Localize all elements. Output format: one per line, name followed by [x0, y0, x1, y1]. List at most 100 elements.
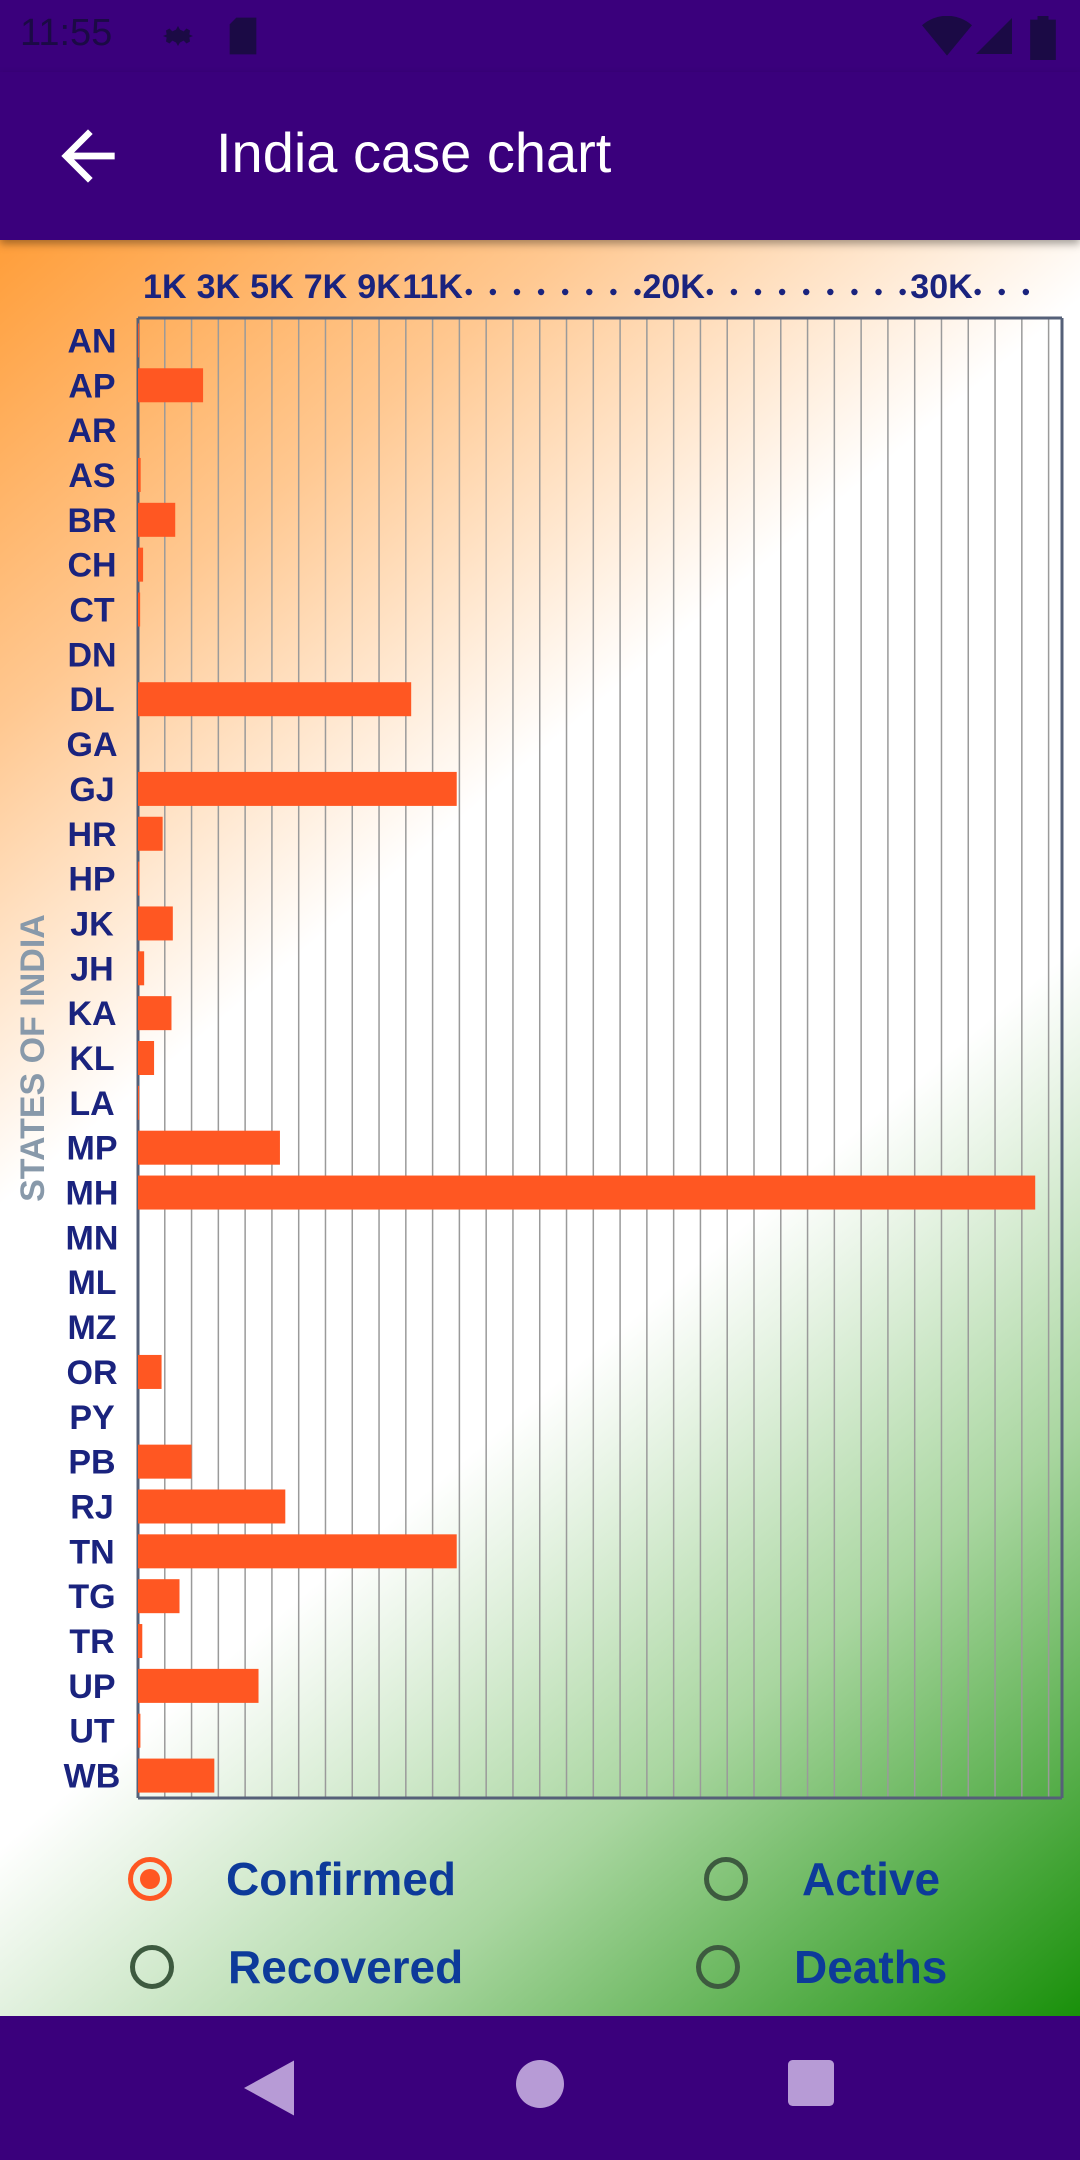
y-tick-label: MZ — [67, 1309, 116, 1347]
y-tick-label: AS — [68, 457, 115, 495]
bar-ap — [138, 368, 204, 403]
x-tick-label: 9K — [357, 268, 401, 306]
legend-label-recovered: Recovered — [228, 1941, 464, 1993]
signal-icon — [976, 18, 1012, 54]
bar-ch — [138, 547, 144, 582]
radio-active[interactable] — [704, 1857, 748, 1901]
bar-hr — [138, 816, 163, 851]
bar-up — [138, 1668, 259, 1703]
chart-content: 1K 3K 5K 7K 9K 11K 20K 30K STATES OF INDIA AN AP AR… — [0, 240, 1080, 2016]
y-tick-label: AP — [68, 367, 115, 405]
bar-dl — [138, 682, 412, 717]
x-tick-dot — [537, 288, 545, 296]
y-tick-label: UP — [68, 1668, 115, 1706]
y-tick-label: PB — [68, 1444, 115, 1482]
y-tick-label: UT — [69, 1713, 115, 1751]
y-tick-label: JK — [70, 905, 114, 943]
y-tick-label: KA — [67, 995, 116, 1033]
x-tick-label: 20K — [642, 268, 705, 306]
y-tick-label: LA — [69, 1085, 114, 1123]
legend-label-deaths: Deaths — [794, 1941, 948, 1993]
x-tick-label: 7K — [304, 268, 348, 306]
wifi-icon — [922, 16, 972, 56]
x-tick-label: 3K — [197, 268, 241, 306]
legend-option-deaths[interactable]: Deaths — [696, 1940, 947, 1994]
radio-confirmed[interactable] — [128, 1857, 172, 1901]
bar-ka — [138, 996, 172, 1031]
legend-label-active: Active — [802, 1853, 941, 1905]
y-tick-label: GA — [67, 726, 118, 764]
x-tick-label: 1K — [143, 268, 187, 306]
navigation-bar — [0, 2016, 1080, 2160]
x-tick-dot — [974, 288, 981, 296]
x-tick-dot — [1022, 288, 1030, 296]
x-tick-dot — [561, 288, 569, 296]
bar-pb — [138, 1444, 192, 1479]
gear-icon — [163, 26, 193, 46]
bar-mh — [138, 1175, 1036, 1210]
nav-recents-icon[interactable] — [788, 2060, 834, 2106]
y-tick-label: WB — [64, 1758, 121, 1796]
bar-ct — [138, 592, 141, 627]
nav-home-icon[interactable] — [516, 2060, 564, 2108]
bar-jk — [138, 906, 173, 941]
y-tick-label: PY — [69, 1399, 115, 1437]
y-tick-label: TR — [69, 1623, 114, 1661]
bar-hp — [138, 861, 140, 896]
arrow-back-icon[interactable] — [48, 116, 128, 196]
x-tick-dot — [513, 288, 521, 296]
legend-option-confirmed[interactable]: Confirmed — [128, 1852, 456, 1906]
y-tick-label: RJ — [70, 1488, 113, 1526]
radio-deaths[interactable] — [696, 1945, 740, 1989]
y-tick-label: CT — [69, 592, 115, 630]
x-tick-dot — [586, 288, 593, 296]
y-tick-label: HP — [68, 861, 115, 899]
y-axis-title: STATES OF INDIA — [14, 914, 52, 1202]
legend-label-confirmed: Confirmed — [226, 1853, 456, 1905]
status-time: 11:55 — [20, 12, 113, 54]
y-tick-label: DL — [69, 681, 114, 719]
x-tick-dot — [803, 288, 810, 296]
bar-chart: 1K 3K 5K 7K 9K 11K 20K 30K STATES OF INDIA AN AP AR… — [14, 268, 1064, 1800]
bar-tg — [138, 1579, 180, 1614]
bar-tn — [138, 1534, 457, 1569]
legend-option-recovered[interactable]: Recovered — [130, 1940, 463, 1994]
x-tick-dot — [730, 288, 738, 296]
y-tick-label: TN — [69, 1533, 114, 1571]
page-title: India case chart — [216, 121, 612, 184]
radio-recovered[interactable] — [130, 1945, 174, 1989]
y-tick-label: GJ — [69, 771, 114, 809]
x-tick-dot — [851, 288, 858, 296]
x-tick-dot — [634, 288, 641, 296]
y-tick-label: HR — [67, 816, 116, 854]
legend-option-active[interactable]: Active — [704, 1852, 940, 1906]
y-tick-label: CH — [67, 547, 116, 585]
x-tick-dot — [489, 288, 497, 296]
x-tick-dot — [610, 288, 617, 296]
y-tick-label: AR — [67, 412, 116, 450]
bar-tr — [138, 1624, 143, 1659]
bar-an — [138, 323, 139, 358]
y-tick-label: TG — [68, 1578, 115, 1616]
bar-jh — [138, 951, 145, 986]
nav-back-icon[interactable] — [244, 2060, 294, 2116]
y-tick-label: MP — [67, 1130, 118, 1168]
y-tick-label: BR — [67, 502, 116, 540]
bar-as — [138, 457, 141, 492]
x-tick-dot — [754, 288, 762, 296]
x-tick-label: 30K — [910, 268, 973, 306]
y-tick-label: KL — [69, 1040, 114, 1078]
bar-rj — [138, 1489, 286, 1524]
y-tick-label: MH — [66, 1175, 119, 1213]
bar-wb — [138, 1758, 215, 1793]
sd-card-icon — [229, 17, 257, 55]
app-bar: India case chart — [0, 72, 1080, 240]
bar-mp — [138, 1130, 280, 1165]
x-tick-dot — [778, 288, 786, 296]
y-tick-label: AN — [67, 322, 116, 360]
x-tick-dot — [875, 288, 882, 296]
bar-or — [138, 1354, 162, 1389]
x-tick-dot — [827, 288, 834, 296]
x-tick-label: 5K — [250, 268, 294, 306]
x-tick-dot — [998, 288, 1005, 296]
